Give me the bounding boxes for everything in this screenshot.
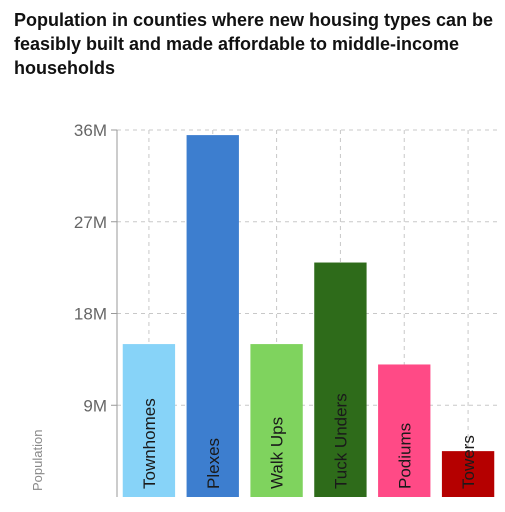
category-label: Podiums bbox=[395, 423, 414, 489]
y-tick-label: 18M bbox=[74, 305, 107, 324]
bar-podiums[interactable] bbox=[378, 364, 431, 497]
category-label: Tuck Unders bbox=[331, 393, 350, 489]
bar-townhomes[interactable] bbox=[122, 344, 176, 497]
y-axis-title: Population bbox=[30, 430, 45, 491]
category-label: Towers bbox=[459, 435, 478, 489]
category-label: Plexes bbox=[204, 438, 223, 489]
chart-title: Population in counties where new housing… bbox=[14, 10, 494, 78]
y-tick-label: 27M bbox=[74, 213, 107, 232]
bars: Townhomes Plexes Walk Ups Tuck Unders Podium… bbox=[122, 135, 495, 497]
bar-plexes[interactable] bbox=[186, 135, 239, 497]
y-tick-label: 36M bbox=[74, 121, 107, 140]
bar-tuck-unders[interactable] bbox=[314, 262, 367, 497]
category-label: Walk Ups bbox=[268, 417, 287, 489]
y-axis-ticks: 9M 18M 27M 36M bbox=[74, 121, 117, 415]
bar-towers[interactable] bbox=[441, 451, 495, 497]
bar-walk-ups[interactable] bbox=[250, 344, 303, 497]
category-label: Townhomes bbox=[140, 398, 159, 489]
y-tick-label: 9M bbox=[83, 396, 107, 415]
